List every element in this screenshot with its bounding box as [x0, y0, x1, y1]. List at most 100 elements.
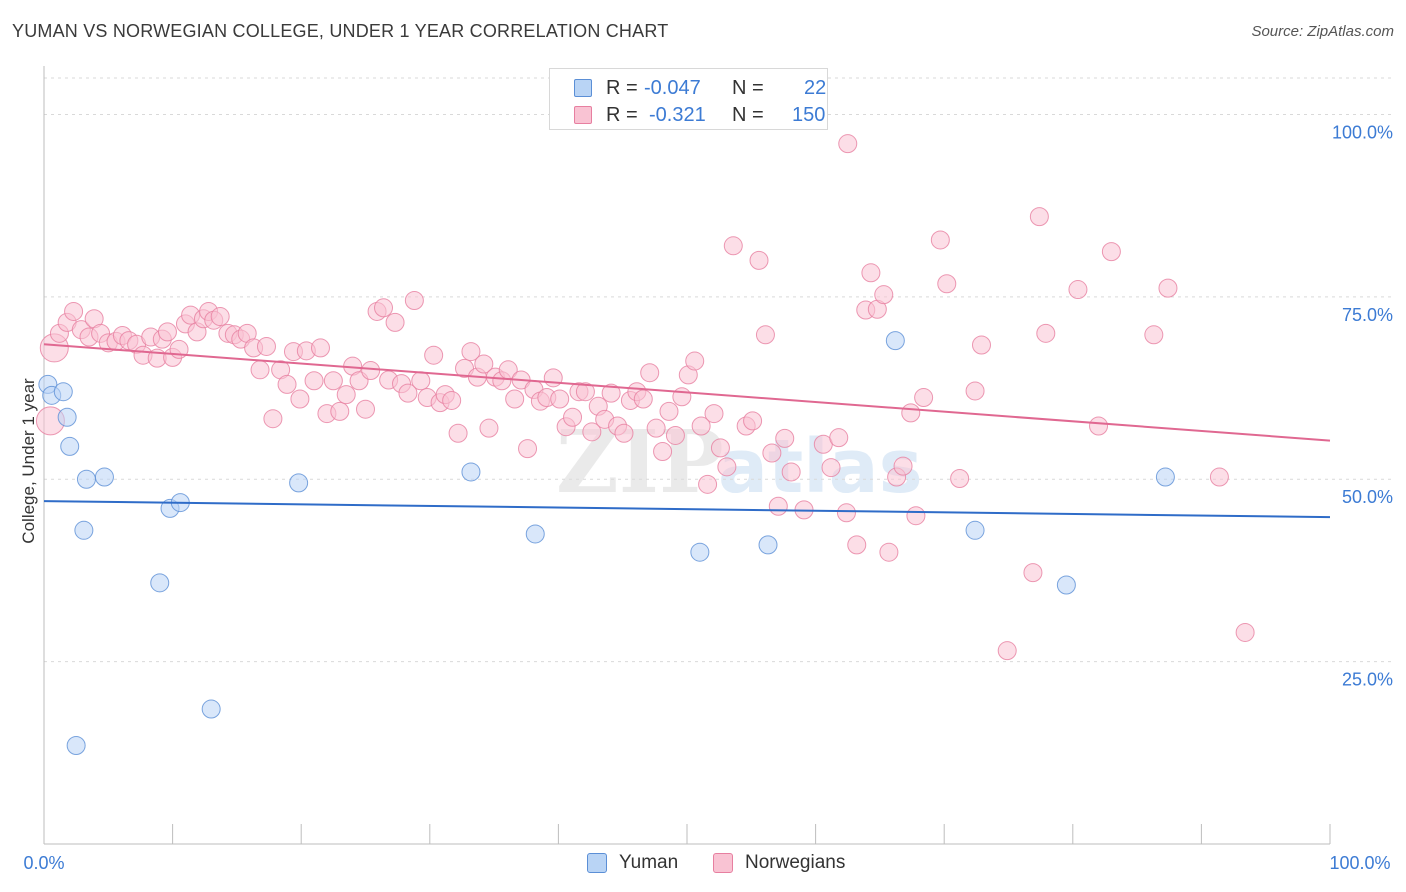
- data-point-norwegians: [901, 403, 921, 423]
- data-point-yuman: [1155, 467, 1175, 487]
- stats-legend: R = -0.047 N = 22 R = -0.321 N = 150: [549, 68, 828, 130]
- data-point-norwegians: [762, 443, 782, 463]
- data-point-norwegians: [775, 428, 795, 448]
- data-point-norwegians: [1029, 207, 1049, 227]
- data-point-norwegians: [330, 401, 350, 421]
- yuman-legend-swatch: [587, 853, 607, 873]
- data-point-norwegians: [474, 354, 494, 374]
- norwegians-legend-label: Norwegians: [745, 852, 846, 873]
- data-point-norwegians: [665, 425, 685, 445]
- data-point-yuman: [201, 699, 221, 719]
- data-point-norwegians: [601, 383, 621, 403]
- data-point-norwegians: [1089, 416, 1109, 436]
- legend-n-value: 150: [792, 104, 826, 126]
- data-point-norwegians: [336, 385, 356, 405]
- legend-r-value: -0.047: [644, 77, 701, 99]
- axis-labels: 25.0% 50.0% 75.0% 100.0% 0.0% 100.0% College, …: [19, 122, 1393, 873]
- axes: [43, 66, 1331, 845]
- data-point-norwegians: [755, 325, 775, 345]
- data-point-norwegians: [448, 423, 468, 443]
- data-point-norwegians: [1101, 242, 1121, 262]
- data-point-yuman: [76, 469, 96, 489]
- data-point-norwegians: [263, 409, 283, 429]
- data-point-norwegians: [64, 301, 84, 321]
- data-point-norwegians: [646, 418, 666, 438]
- chart-title: YUMAN VS NORWEGIAN COLLEGE, UNDER 1 YEAR…: [12, 21, 669, 41]
- data-point-yuman: [525, 524, 545, 544]
- data-point-norwegians: [374, 298, 394, 318]
- y-tick-label: 50.0%: [1342, 487, 1393, 507]
- data-point-yuman: [289, 473, 309, 493]
- data-point-norwegians: [997, 641, 1017, 661]
- data-point-norwegians: [398, 383, 418, 403]
- data-point-norwegians: [861, 263, 881, 283]
- data-point-norwegians: [1023, 563, 1043, 583]
- data-point-norwegians: [633, 389, 653, 409]
- data-point-norwegians: [505, 389, 525, 409]
- data-point-norwegians: [838, 134, 858, 154]
- trend-line-yuman: [43, 500, 1331, 519]
- yuman-legend-label: Yuman: [619, 852, 679, 873]
- data-point-yuman: [885, 331, 905, 351]
- trend-line-norwegians: [43, 343, 1331, 442]
- data-point-norwegians: [256, 336, 276, 356]
- data-point-norwegians: [310, 338, 330, 358]
- data-point-norwegians: [424, 345, 444, 365]
- data-point-norwegians: [543, 368, 563, 388]
- data-point-norwegians: [361, 361, 381, 381]
- data-point-norwegians: [971, 335, 991, 355]
- legend-r-value: -0.321: [649, 104, 706, 126]
- data-point-norwegians: [582, 422, 602, 442]
- data-point-norwegians: [1068, 280, 1088, 300]
- data-point-yuman: [150, 573, 170, 593]
- data-point-norwegians: [653, 442, 673, 462]
- data-point-norwegians: [950, 469, 970, 489]
- data-point-norwegians: [640, 363, 660, 383]
- data-point-yuman: [461, 462, 481, 482]
- data-point-norwegians: [356, 399, 375, 419]
- data-point-norwegians: [563, 407, 583, 427]
- data-point-norwegians: [1235, 622, 1255, 642]
- data-point-norwegians: [550, 389, 570, 409]
- data-point-norwegians: [847, 535, 867, 555]
- trend-lines: [43, 343, 1331, 519]
- data-point-norwegians: [704, 404, 724, 424]
- data-point-norwegians: [836, 503, 856, 523]
- source-label: Source: ZipAtlas.com: [1251, 23, 1394, 40]
- data-point-norwegians: [906, 506, 926, 526]
- data-point-norwegians: [930, 230, 950, 250]
- legend-n-label: N =: [732, 77, 764, 99]
- data-point-norwegians: [250, 360, 270, 380]
- data-point-norwegians: [723, 236, 743, 256]
- data-point-yuman: [53, 382, 73, 402]
- yuman-swatch: [574, 79, 592, 97]
- data-point-norwegians: [893, 456, 913, 476]
- data-point-norwegians: [304, 371, 324, 391]
- data-point-norwegians: [659, 401, 679, 421]
- data-point-norwegians: [277, 374, 297, 394]
- legend-r-label: R =: [606, 104, 638, 126]
- legend-r-label: R =: [606, 77, 638, 99]
- data-point-norwegians: [691, 416, 711, 436]
- data-point-yuman: [758, 535, 778, 555]
- data-point-yuman: [60, 436, 80, 456]
- gridlines: [44, 77, 1392, 663]
- data-point-norwegians: [461, 342, 481, 362]
- data-point-norwegians: [781, 462, 801, 482]
- data-point-norwegians: [717, 457, 737, 477]
- data-point-yuman: [94, 467, 114, 487]
- data-point-yuman: [1056, 575, 1076, 595]
- data-point-norwegians: [1209, 467, 1229, 487]
- data-point-norwegians: [829, 428, 849, 448]
- data-point-norwegians: [442, 390, 462, 410]
- data-point-norwegians: [411, 371, 431, 391]
- x-tick-label: 100.0%: [1329, 853, 1390, 873]
- data-point-yuman: [57, 407, 77, 427]
- x-tick-label: 0.0%: [23, 853, 64, 873]
- legend-n-value: 22: [804, 77, 827, 99]
- data-point-norwegians: [710, 438, 730, 458]
- data-point-norwegians: [1036, 323, 1056, 343]
- data-point-norwegians: [157, 322, 177, 342]
- data-point-yuman: [74, 520, 94, 540]
- data-point-norwegians: [879, 542, 899, 562]
